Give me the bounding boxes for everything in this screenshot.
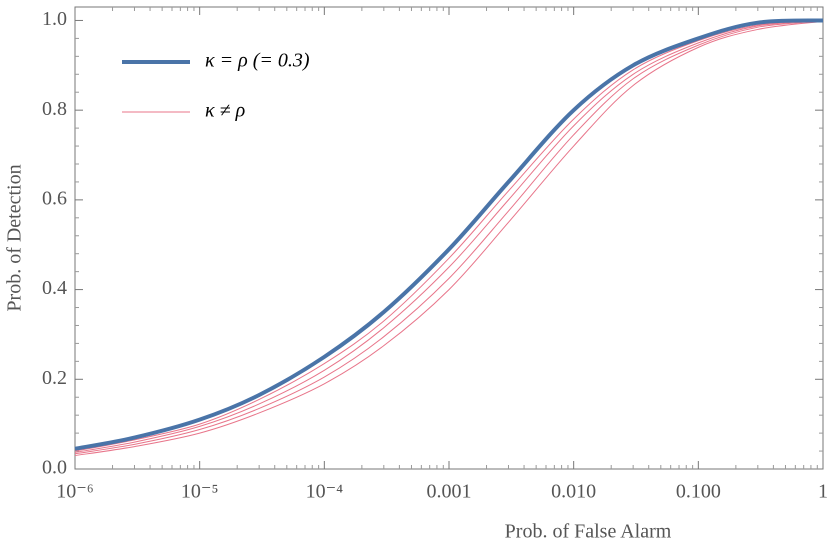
x-tick-label: 10⁻⁶: [56, 481, 94, 503]
legend-label: κ ≠ ρ: [205, 100, 245, 122]
series-line: [74, 20, 824, 455]
x-tick-label: 0.001: [427, 481, 472, 503]
y-tick-label: 1.0: [42, 8, 67, 30]
y-tick-label: 0.6: [42, 187, 67, 209]
legend-label: κ = ρ (= 0.3): [205, 50, 310, 72]
series-line: [74, 18, 824, 451]
y-tick-label: 0.4: [42, 277, 67, 299]
y-tick-label: 0.2: [42, 367, 67, 389]
x-tick-label: 10⁻⁴: [306, 481, 344, 503]
x-tick-label: 10⁻⁵: [181, 481, 219, 503]
x-tick-label: 0.100: [676, 481, 721, 503]
series-line: [74, 19, 824, 453]
plot-frame: [74, 6, 824, 470]
y-axis-label: Prob. of Detection: [4, 164, 26, 311]
series-line: [74, 19, 824, 452]
x-axis-label: Prob. of False Alarm: [505, 521, 672, 543]
x-tick-label: 0.010: [551, 481, 596, 503]
series-line: [74, 20, 824, 457]
x-tick-label: 1: [818, 481, 828, 503]
y-tick-label: 0.8: [42, 98, 67, 120]
y-tick-label: 0.0: [42, 457, 67, 479]
